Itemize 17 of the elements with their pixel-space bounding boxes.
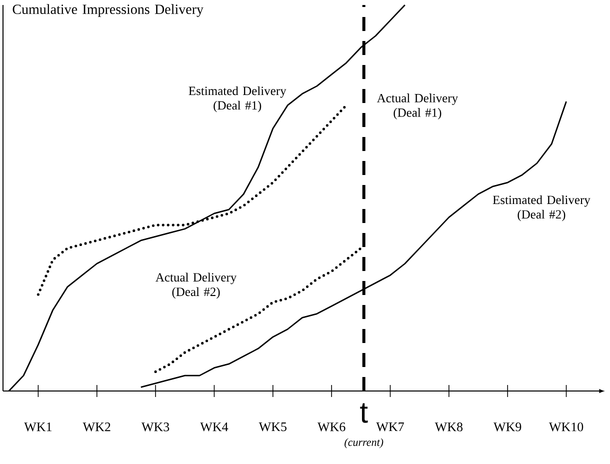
text: (current) [344,438,384,448]
x-tick-label: WK4 [200,422,228,432]
x-tick-label: WK1 [24,422,52,432]
series-label: Estimated Delivery (Deal #2) [492,195,590,222]
text: t [360,403,368,423]
y-axis-title: Cumulative Impressions Delivery [12,4,204,17]
series-label: Actual Delivery (Deal #2) [156,272,237,299]
x-tick-label: WK2 [82,422,110,432]
text: Actual Delivery (Deal #1) [376,94,458,120]
x-tick-label: WK5 [258,422,286,432]
x-tick-label: WK7 [376,422,404,432]
x-tick-label: WK9 [494,422,522,432]
x-tick-label: WK10 [548,422,584,432]
x-tick-label: WK8 [434,422,463,432]
x-tick-label: WK3 [141,422,170,432]
x-tick-label: WK6 [318,422,346,432]
series-label: Estimated Delivery (Deal #1) [188,86,286,112]
